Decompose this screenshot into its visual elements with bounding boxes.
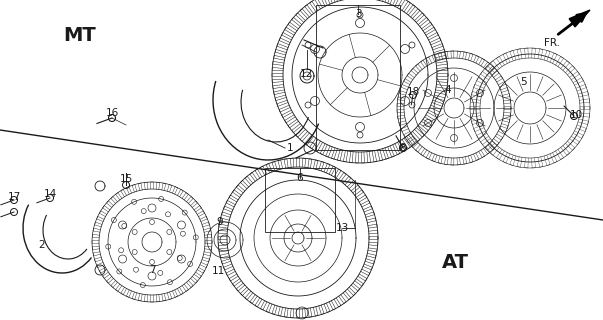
Polygon shape xyxy=(569,10,590,27)
Text: FR.: FR. xyxy=(544,38,560,48)
Text: 4: 4 xyxy=(444,85,451,95)
Text: 7: 7 xyxy=(149,265,156,275)
Text: 11: 11 xyxy=(212,266,225,276)
Text: 12: 12 xyxy=(299,69,312,79)
Text: 5: 5 xyxy=(520,77,527,87)
Text: 3: 3 xyxy=(355,9,361,19)
Text: 6: 6 xyxy=(297,173,303,183)
Text: 2: 2 xyxy=(39,240,45,250)
Text: 1: 1 xyxy=(286,143,293,153)
Text: 8: 8 xyxy=(400,143,406,153)
Text: 14: 14 xyxy=(43,189,57,199)
Text: 16: 16 xyxy=(106,108,119,118)
Text: 13: 13 xyxy=(335,223,349,233)
Text: 15: 15 xyxy=(119,174,133,184)
Text: MT: MT xyxy=(64,26,96,44)
Text: 10: 10 xyxy=(569,110,582,120)
Text: AT: AT xyxy=(441,252,469,271)
Text: 18: 18 xyxy=(406,87,420,97)
Text: 17: 17 xyxy=(7,192,21,202)
Text: 9: 9 xyxy=(216,217,223,227)
